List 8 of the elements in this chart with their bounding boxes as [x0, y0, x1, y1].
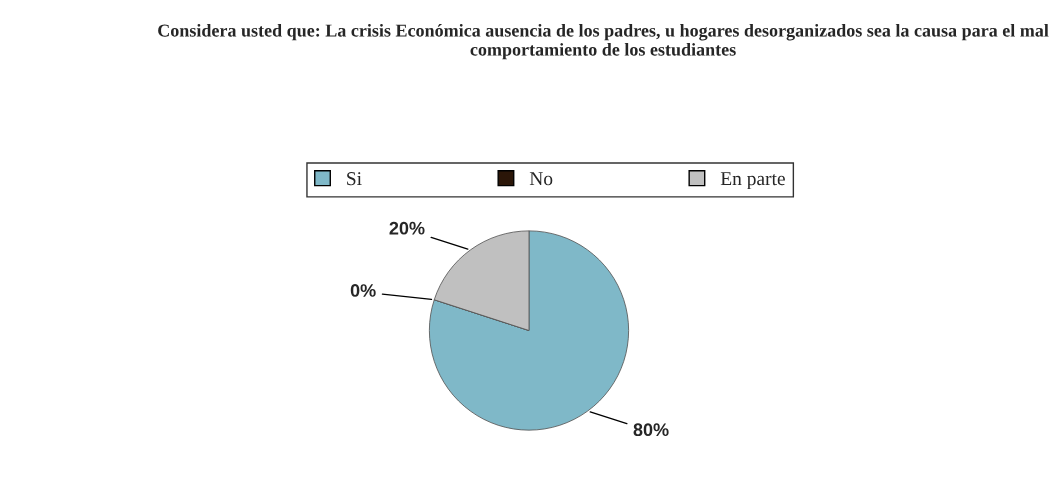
data-label: 80% — [633, 423, 669, 437]
pie-slice — [428, 230, 630, 431]
legend-label: Si — [347, 172, 362, 186]
data-label: 20% — [389, 221, 425, 235]
text: 0% — [350, 284, 376, 297]
legend-label: En parte — [720, 172, 785, 190]
legend-label: No — [529, 172, 553, 186]
chart-title: Considera usted que: La crisis Económica ausencia de los padres, u hogares desorganizados sea la causa para el mal comportamiento de los estudiantes — [158, 23, 1049, 60]
